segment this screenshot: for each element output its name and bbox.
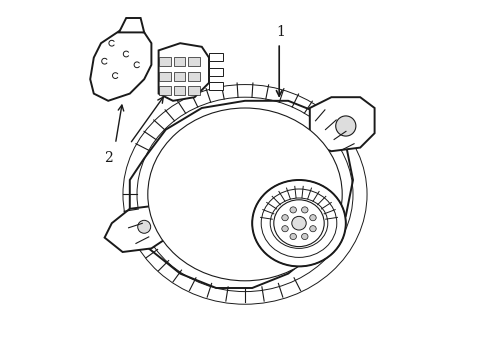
Polygon shape [104,205,173,252]
Polygon shape [119,18,144,32]
Ellipse shape [310,215,316,221]
Ellipse shape [290,233,296,239]
Bar [159,57,171,66]
Text: 1: 1 [276,26,286,39]
Bar [159,86,171,95]
Bar [209,53,223,61]
Bar [174,72,185,81]
Ellipse shape [148,108,342,281]
Polygon shape [310,97,374,151]
Bar [159,72,171,81]
Text: 2: 2 [104,152,113,165]
Polygon shape [130,101,353,288]
Circle shape [336,116,356,136]
Ellipse shape [252,180,346,266]
Bar [188,57,199,66]
Bar [174,86,185,95]
Bar [174,57,185,66]
Ellipse shape [282,226,288,232]
Bar [209,68,223,76]
Ellipse shape [292,216,306,230]
Bar [209,82,223,90]
Bar [188,86,199,95]
Polygon shape [90,29,151,101]
Ellipse shape [301,207,308,213]
Ellipse shape [282,215,288,221]
Ellipse shape [301,233,308,239]
Ellipse shape [310,226,316,232]
Bar [188,72,199,81]
Circle shape [138,220,151,233]
Ellipse shape [274,200,324,247]
Ellipse shape [290,207,296,213]
Polygon shape [159,43,209,101]
